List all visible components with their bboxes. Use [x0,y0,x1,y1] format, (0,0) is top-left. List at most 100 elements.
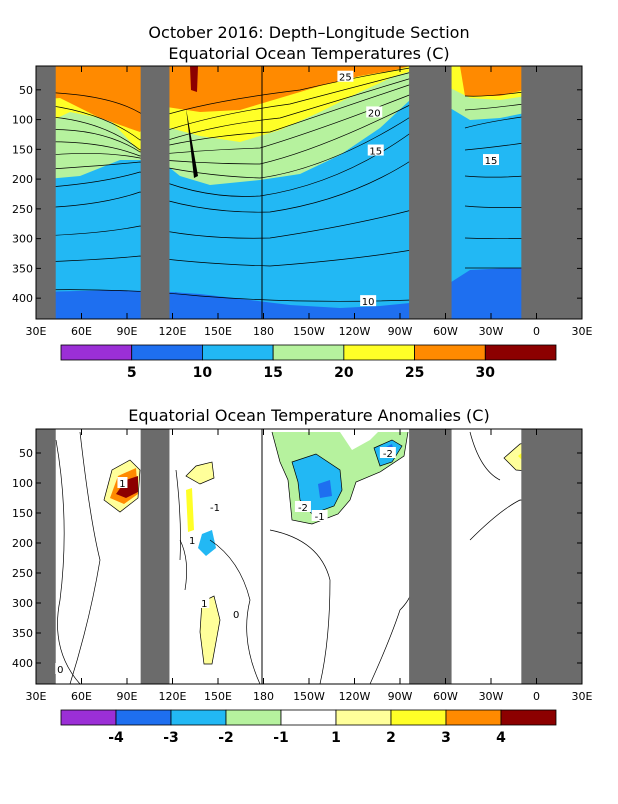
temperature-x-tick-label: 30E [572,325,593,338]
temperature-field: 25 20 15 15 10 [36,66,582,319]
anomaly-colorbar-label: 1 [331,730,341,746]
temperature-y-tick-label: 300 [12,233,33,246]
temperature-x-tick-label: 60W [433,325,458,338]
anomaly-colorbar-label: 3 [441,730,451,746]
anomaly-x-tick-label: 30E [26,690,47,703]
temperature-colorbar-label: 10 [193,365,213,381]
anomaly-land-masks [36,429,582,684]
temperature-colorbar-swatch [414,344,486,361]
temperature-colorbar-swatch [343,344,415,361]
anomaly-x-tick-label: 120W [339,690,371,703]
anomaly-x-tick-label: 150W [293,690,325,703]
anomaly-contour-label: 1 [119,479,125,490]
anomaly-land-mask [521,429,582,684]
temperature-x-tick-label: 120E [159,325,187,338]
anomaly-contour-label-bg [206,501,223,512]
temperature-x-tick-label: 90W [388,325,413,338]
anomaly-colorbar-label: -2 [218,730,234,746]
temperature-y-tick-label: 350 [12,262,33,275]
anomaly-contour-label: -1 [315,512,325,523]
anomaly-contour-label-bg [117,477,128,488]
temperature-contour-label-bg [366,106,383,118]
anomaly-contour-label: -2 [383,449,393,460]
anomaly-x-tick-label: 120E [159,690,187,703]
temperature-x-tick-label: 90E [117,325,138,338]
anomaly-contour-label-bg [379,447,396,458]
anomaly-contour-label-bg [231,607,242,619]
anomaly-x-tick-label: 60W [433,690,458,703]
temperature-contour-label-bg [367,144,384,156]
anomaly-y-tick-label: 400 [12,657,33,670]
anomaly-colorbar-label: -1 [273,730,289,746]
temperature-contour-label: 15 [369,147,382,158]
temperature-x-tick-label: 150E [204,325,232,338]
anomaly-y-tick-label: 200 [12,537,33,550]
temperature-title-line1: October 2016: Depth–Longitude Section [148,23,469,42]
anomaly-colorbar-label: 4 [496,730,506,746]
temperature-colorbar-label: 15 [263,365,282,381]
temperature-colorbar-swatch [202,344,274,361]
anomaly-colorbar-swatch [500,709,557,726]
anomaly-field: -2 -2 -1 -1 1 0 0 1 1 [36,429,582,684]
anomaly-colorbar: -4 -3 -2 -1 1 2 3 4 [60,709,557,746]
anomaly-land-mask [140,429,170,684]
anomaly-colorbar-swatch [280,709,337,726]
temperature-colorbar-swatch [60,344,133,361]
anomaly-colorbar-swatch [225,709,282,726]
temperature-contour-label: 25 [339,73,352,84]
temperature-colorbar-swatch [484,344,557,361]
temperature-x-tick-label: 150W [293,325,325,338]
temperature-y-tick-label: 200 [12,173,33,186]
anomaly-y-tick-label: 150 [12,507,33,520]
anomaly-colorbar-swatch [390,709,447,726]
anomaly-contour-label-bg [199,597,210,608]
anomaly-x-tick-label: 30W [479,690,504,703]
anomaly-colorbar-swatch [335,709,392,726]
anomaly-land-mask [36,429,56,684]
temperature-contour-labels: 25 20 15 15 10 [337,70,499,308]
anomaly-contour-label: 1 [201,599,207,610]
temperature-land-mask [521,66,582,319]
anomaly-x-tick-label: 30E [572,690,593,703]
temperature-land-mask [36,66,56,319]
anomaly-title: Equatorial Ocean Temperature Anomalies (… [128,406,489,425]
temperature-x-tick-label: 180 [253,325,274,338]
anomaly-colorbar-swatch [170,709,227,726]
anomaly-colorbar-label: -4 [108,730,124,746]
anomaly-land-mask [409,429,452,684]
anomaly-colorbar-swatch [115,709,172,726]
anomaly-y-tick-label: 350 [12,627,33,640]
temperature-colorbar: 5 10 15 20 25 30 [60,344,557,381]
temperature-title-line2: Equatorial Ocean Temperatures (C) [168,44,449,63]
temperature-y-tick-label: 100 [12,114,33,127]
anomaly-y-tick-label: 300 [12,597,33,610]
temperature-colorbar-swatch [131,344,203,361]
anomaly-y-tick-label: 100 [12,477,33,490]
temperature-contour-label: 10 [362,297,375,308]
anomaly-contour-label-bg [311,510,328,521]
anomaly-x-tick-label: 0 [533,690,540,703]
anomaly-y-axis: 50 100 150 200 250 300 350 400 [12,447,582,670]
anomaly-y-tick-label: 250 [12,567,33,580]
temperature-contour-label: 20 [368,108,381,119]
temperature-y-axis: 50 100 150 200 250 300 350 400 [12,84,582,305]
temperature-colorbar-label: 20 [334,365,354,381]
temperature-colorbar-label: 5 [127,365,137,381]
temperature-y-tick-label: 250 [12,203,33,216]
anomaly-x-tick-label: 60E [71,690,92,703]
anomaly-x-axis: 30E 60E 90E 120E 150E 180 150W 120W 90W 60W 30W 0 30… [26,429,593,703]
anomaly-contour-label: 1 [189,536,195,547]
anomaly-x-tick-label: 150E [204,690,232,703]
temperature-colorbar-label: 30 [476,365,496,381]
temperature-x-tick-label: 120W [339,325,371,338]
temperature-land-mask [140,66,170,319]
temperature-contour-label: 15 [485,156,498,167]
anomaly-contour-label: -2 [298,503,308,514]
temperature-panel: October 2016: Depth–Longitude Section Eq… [12,23,593,381]
temperature-x-tick-label: 30E [26,325,47,338]
anomaly-contour-label-bg [187,534,198,545]
anomaly-contour-label-bg [294,501,311,512]
anomaly-contour-label: -1 [210,503,220,514]
temperature-contour-label-bg [360,295,377,307]
